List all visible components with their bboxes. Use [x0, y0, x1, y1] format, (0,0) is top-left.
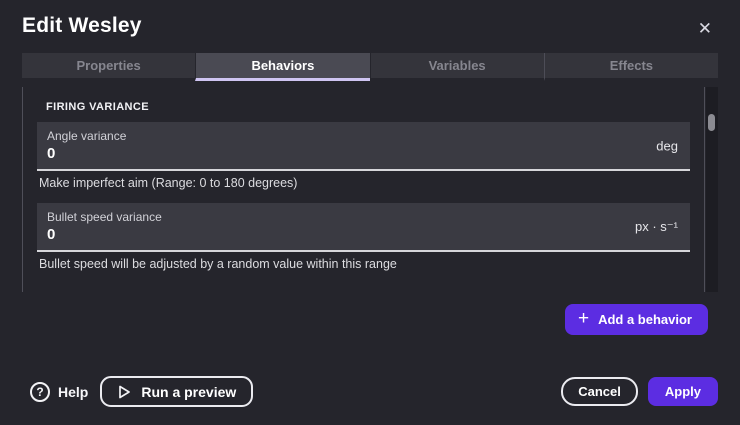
run-preview-label: Run a preview [141, 383, 237, 400]
angle-variance-field[interactable]: Angle variance deg [37, 122, 690, 171]
dialog-title: Edit Wesley [22, 14, 142, 37]
tab-properties[interactable]: Properties [22, 53, 196, 81]
bullet-speed-variance-field[interactable]: Bullet speed variance px · s⁻¹ [37, 203, 690, 252]
bullet-speed-variance-label: Bullet speed variance [47, 210, 162, 224]
bullet-speed-variance-input[interactable] [47, 224, 489, 244]
bullet-speed-variance-help-text: Bullet speed will be adjusted by a rando… [39, 257, 397, 271]
add-behavior-button[interactable]: + Add a behavior [564, 304, 708, 335]
help-label: Help [58, 383, 89, 400]
tab-variables[interactable]: Variables [370, 53, 544, 81]
section-heading-firing-variance: FIRING VARIANCE [46, 101, 149, 113]
dialog-header: Edit Wesley ✕ [0, 0, 740, 51]
help-icon: ? [30, 381, 50, 402]
behavior-settings-scroll-area: FIRING VARIANCE Angle variance deg Make … [22, 87, 718, 292]
angle-variance-unit: deg [656, 138, 678, 153]
help-button[interactable]: ? Help [30, 381, 89, 402]
tab-bar: Properties Behaviors Variables Effects [22, 53, 718, 81]
plus-icon: + [577, 308, 590, 329]
bullet-speed-variance-unit: px · s⁻¹ [635, 218, 678, 234]
angle-variance-label: Angle variance [47, 129, 127, 143]
apply-button[interactable]: Apply [647, 377, 718, 406]
run-preview-button[interactable]: Run a preview [100, 376, 254, 407]
dialog-footer: ? Help Run a preview Cancel Apply [0, 376, 740, 407]
behavior-settings-viewport: FIRING VARIANCE Angle variance deg Make … [22, 87, 705, 292]
angle-variance-input[interactable] [47, 143, 489, 163]
scrollbar-track[interactable] [706, 87, 718, 292]
play-icon [117, 385, 131, 399]
tab-behaviors[interactable]: Behaviors [195, 53, 370, 81]
add-behavior-row: + Add a behavior [0, 304, 708, 335]
add-behavior-label: Add a behavior [598, 312, 692, 327]
angle-variance-help-text: Make imperfect aim (Range: 0 to 180 degr… [39, 176, 298, 190]
tab-effects[interactable]: Effects [543, 53, 718, 81]
close-icon[interactable]: ✕ [697, 19, 712, 38]
scrollbar-thumb[interactable] [708, 114, 715, 131]
cancel-button[interactable]: Cancel [561, 377, 638, 406]
